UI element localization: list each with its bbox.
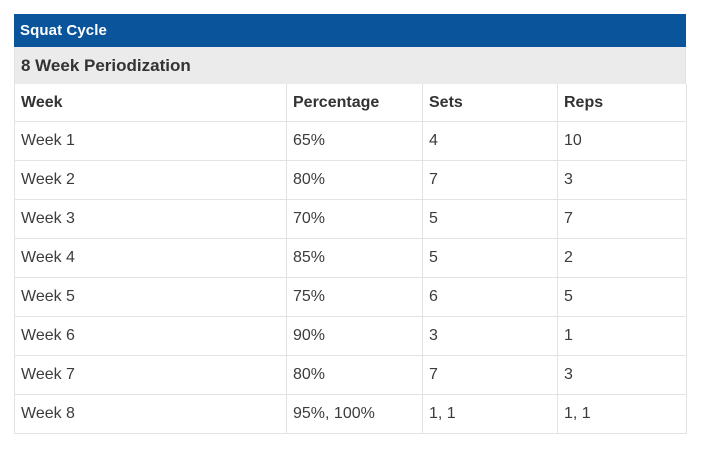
table-cell: 4 [422,121,558,161]
table-subtitle-bar: 8 Week Periodization [14,47,686,84]
squat-cycle-table-card: Squat Cycle 8 Week Periodization Week Per… [14,14,687,434]
table-cell: 5 [557,277,687,317]
table-cell: 6 [422,277,558,317]
table-cell: 5 [422,238,558,278]
table-cell: 80% [286,160,423,200]
table-cell: Week 2 [14,160,287,200]
table-cell: 70% [286,199,423,239]
table-row: Week 7 80% 7 3 [14,355,687,395]
column-header: Sets [422,84,558,122]
table-row: Week 4 85% 5 2 [14,238,687,278]
table-cell: 1, 1 [557,394,687,434]
table-cell: 1, 1 [422,394,558,434]
table-title-bar: Squat Cycle [14,14,686,47]
column-header: Week [14,84,287,122]
table-row: Week 6 90% 3 1 [14,316,687,356]
table-cell: 65% [286,121,423,161]
table-cell: 5 [422,199,558,239]
table-row: Week 1 65% 4 10 [14,121,687,161]
table-cell: 85% [286,238,423,278]
table-cell: 2 [557,238,687,278]
table-row: Week 5 75% 6 5 [14,277,687,317]
table-cell: Week 8 [14,394,287,434]
periodization-table: Week Percentage Sets Reps Week 1 65% 4 10 Week … [14,84,687,434]
table-cell: 10 [557,121,687,161]
table-title: Squat Cycle [20,22,107,39]
table-header-row: Week Percentage Sets Reps [14,84,687,122]
table-cell: Week 5 [14,277,287,317]
table-row: Week 2 80% 7 3 [14,160,687,200]
table-cell: 1 [557,316,687,356]
table-row: Week 3 70% 5 7 [14,199,687,239]
table-cell: 80% [286,355,423,395]
table-cell: Week 3 [14,199,287,239]
table-cell: Week 6 [14,316,287,356]
table-cell: 75% [286,277,423,317]
table-cell: 7 [422,160,558,200]
table-cell: 3 [557,160,687,200]
table-cell: Week 4 [14,238,287,278]
column-header: Reps [557,84,687,122]
table-cell: Week 7 [14,355,287,395]
table-cell: Week 1 [14,121,287,161]
table-cell: 7 [557,199,687,239]
table-row: Week 8 95%, 100% 1, 1 1, 1 [14,394,687,434]
table-cell: 3 [557,355,687,395]
table-cell: 95%, 100% [286,394,423,434]
table-cell: 3 [422,316,558,356]
column-header: Percentage [286,84,423,122]
table-cell: 7 [422,355,558,395]
table-cell: 90% [286,316,423,356]
table-subtitle: 8 Week Periodization [21,56,191,75]
